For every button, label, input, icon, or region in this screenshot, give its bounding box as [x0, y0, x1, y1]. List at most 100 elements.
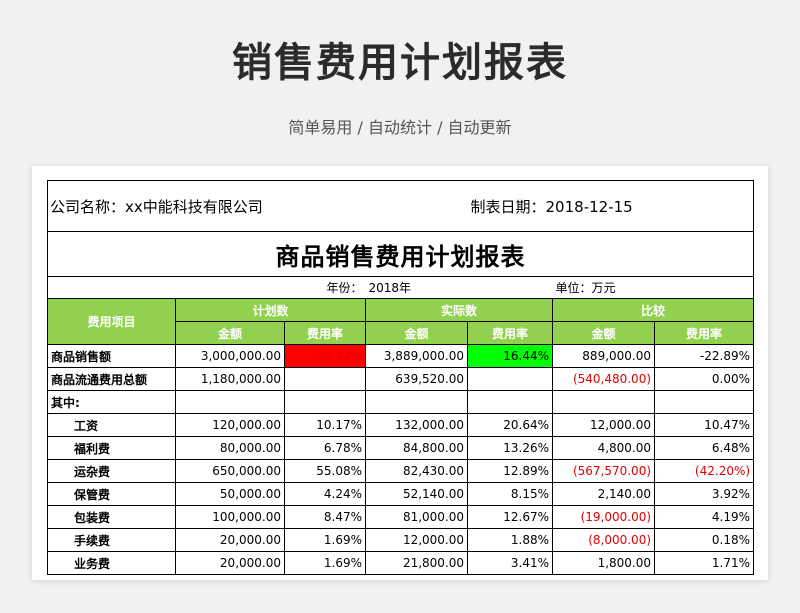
cell-act-rate[interactable]: 20.64%	[467, 413, 554, 437]
cell-cmp-rate[interactable]	[654, 390, 754, 414]
cell-act-rate[interactable]: 1.88%	[467, 528, 554, 552]
cell-cmp-amt[interactable]: 12,000.00	[552, 413, 656, 437]
unit-label[interactable]: 单位：万元	[552, 276, 754, 299]
company-name[interactable]: 公司名称：xx中能科技有限公司	[47, 180, 468, 232]
cell-act-rate[interactable]: 16.44%	[467, 344, 554, 368]
cell-plan-rate[interactable]: 4.24%	[284, 482, 366, 506]
cell-act-amt[interactable]: 132,000.00	[364, 413, 469, 437]
compare-amount-header[interactable]: 金额	[552, 321, 656, 345]
cell-plan-rate[interactable]: 39.33%	[284, 344, 366, 368]
cell-act-rate[interactable]: 8.15%	[467, 482, 554, 506]
cell-cmp-rate[interactable]: 6.48%	[654, 436, 754, 460]
title-row: 商品销售费用计划报表	[47, 231, 754, 277]
cell-cmp-rate[interactable]: (42.20%)	[654, 459, 754, 483]
row-label[interactable]: 商品销售额	[47, 344, 176, 368]
cell-act-amt[interactable]: 3,889,000.00	[364, 344, 469, 368]
cell-act-amt[interactable]: 12,000.00	[364, 528, 469, 552]
cell-act-rate[interactable]: 3.41%	[467, 551, 554, 575]
cell-cmp-rate[interactable]: 3.92%	[654, 482, 754, 506]
cell-act-amt[interactable]: 639,520.00	[364, 367, 469, 391]
cell-plan-amt[interactable]: 50,000.00	[175, 482, 285, 506]
row-label[interactable]: 运杂费	[47, 459, 176, 483]
cell-act-rate[interactable]: 12.89%	[467, 459, 554, 483]
group-compare-header[interactable]: 比较	[552, 298, 754, 322]
row-label[interactable]: 保管费	[47, 482, 176, 506]
cell-cmp-rate[interactable]: 0.18%	[654, 528, 754, 552]
cell-cmp-rate[interactable]: 0.00%	[654, 367, 754, 391]
cell-act-amt[interactable]: 21,800.00	[364, 551, 469, 575]
cell-cmp-amt[interactable]	[552, 390, 656, 414]
cell-plan-rate[interactable]: 6.78%	[284, 436, 366, 460]
header-row-2: 金额 费用率 金额 费用率 金额 费用率	[48, 321, 754, 345]
cell-plan-rate[interactable]	[284, 367, 366, 391]
cell-plan-rate[interactable]	[284, 390, 366, 414]
cell-plan-amt[interactable]: 1,180,000.00	[175, 367, 285, 391]
cell-act-amt[interactable]	[364, 390, 469, 414]
report-date[interactable]: 制表日期：2018-12-15	[467, 180, 754, 232]
table-row: 其中:	[47, 390, 754, 414]
cell-cmp-amt[interactable]: (567,570.00)	[552, 459, 656, 483]
report-title[interactable]: 商品销售费用计划报表	[47, 231, 754, 277]
report-table: 公司名称：xx中能科技有限公司 制表日期：2018-12-15 商品销售费用计划…	[47, 180, 754, 575]
cell-plan-amt[interactable]: 20,000.00	[175, 551, 285, 575]
cell-cmp-amt[interactable]: (19,000.00)	[552, 505, 656, 529]
cell-plan-rate[interactable]: 55.08%	[284, 459, 366, 483]
cell-act-rate[interactable]: 13.26%	[467, 436, 554, 460]
actual-amount-header[interactable]: 金额	[364, 321, 469, 345]
company-row: 公司名称：xx中能科技有限公司 制表日期：2018-12-15	[47, 180, 754, 232]
cell-plan-amt[interactable]: 20,000.00	[175, 528, 285, 552]
cell-plan-rate[interactable]: 10.17%	[284, 413, 366, 437]
cell-plan-amt[interactable]	[175, 390, 285, 414]
cell-plan-amt[interactable]: 3,000,000.00	[175, 344, 285, 368]
table-row: 商品销售额 3,000,000.00 39.33% 3,889,000.00 16.44…	[47, 344, 754, 368]
cell-cmp-amt[interactable]: 1,800.00	[552, 551, 656, 575]
table-row: 工资 120,000.00 10.17% 132,000.00 20.64% 12,000…	[47, 413, 754, 437]
cell-plan-amt[interactable]: 120,000.00	[175, 413, 285, 437]
cell-cmp-rate[interactable]: -22.89%	[654, 344, 754, 368]
actual-rate-header[interactable]: 费用率	[467, 321, 554, 345]
cell-act-rate[interactable]	[467, 390, 554, 414]
cell-act-rate[interactable]	[467, 367, 554, 391]
cell-plan-amt[interactable]: 100,000.00	[175, 505, 285, 529]
sheet-card: 公司名称：xx中能科技有限公司 制表日期：2018-12-15 商品销售费用计划…	[32, 166, 768, 580]
cell-cmp-amt[interactable]: (540,480.00)	[552, 367, 656, 391]
cell-act-amt[interactable]: 84,800.00	[364, 436, 469, 460]
cell-plan-rate[interactable]: 8.47%	[284, 505, 366, 529]
compare-rate-header[interactable]: 费用率	[654, 321, 754, 345]
row-label[interactable]: 包装费	[47, 505, 176, 529]
cell-plan-amt[interactable]: 650,000.00	[175, 459, 285, 483]
row-label[interactable]: 工资	[47, 413, 176, 437]
plan-amount-header[interactable]: 金额	[175, 321, 285, 345]
cell-cmp-amt[interactable]: 889,000.00	[552, 344, 656, 368]
cell-plan-amt[interactable]: 80,000.00	[175, 436, 285, 460]
cell-cmp-rate[interactable]: 1.71%	[654, 551, 754, 575]
row-label[interactable]: 其中:	[47, 390, 176, 414]
spreadsheet: 公司名称：xx中能科技有限公司 制表日期：2018-12-15 商品销售费用计划…	[47, 180, 754, 580]
cell-act-amt[interactable]: 82,430.00	[364, 459, 469, 483]
cell-cmp-rate[interactable]: 10.47%	[654, 413, 754, 437]
group-plan-header[interactable]: 计划数	[175, 298, 366, 322]
table-row: 业务费 20,000.00 1.69% 21,800.00 3.41% 1,800.00 1…	[47, 551, 754, 575]
col-item-header[interactable]: 费用项目	[47, 298, 176, 345]
year-value[interactable]: 2018年	[365, 276, 468, 299]
cell-act-amt[interactable]: 52,140.00	[364, 482, 469, 506]
table-row: 保管费 50,000.00 4.24% 52,140.00 8.15% 2,140.00 3…	[47, 482, 754, 506]
row-label[interactable]: 业务费	[47, 551, 176, 575]
cell-cmp-amt[interactable]: 2,140.00	[552, 482, 656, 506]
cell-plan-rate[interactable]: 1.69%	[284, 551, 366, 575]
year-label[interactable]: 年份：	[284, 276, 366, 299]
plan-rate-header[interactable]: 费用率	[284, 321, 366, 345]
cell-cmp-rate[interactable]: 4.19%	[654, 505, 754, 529]
row-label[interactable]: 手续费	[47, 528, 176, 552]
cell-cmp-amt[interactable]: 4,800.00	[552, 436, 656, 460]
page-title: 销售费用计划报表	[232, 40, 568, 86]
cell-act-rate[interactable]: 12.67%	[467, 505, 554, 529]
row-label[interactable]: 商品流通费用总额	[47, 367, 176, 391]
cell-plan-rate[interactable]: 1.69%	[284, 528, 366, 552]
row-label[interactable]: 福利费	[47, 436, 176, 460]
group-actual-header[interactable]: 实际数	[364, 298, 554, 322]
cell-act-amt[interactable]: 81,000.00	[364, 505, 469, 529]
table-row: 手续费 20,000.00 1.69% 12,000.00 1.88% (8,000.00…	[47, 528, 754, 552]
meta-row: 年份： 2018年 单位：万元	[47, 276, 754, 299]
cell-cmp-amt[interactable]: (8,000.00)	[552, 528, 656, 552]
